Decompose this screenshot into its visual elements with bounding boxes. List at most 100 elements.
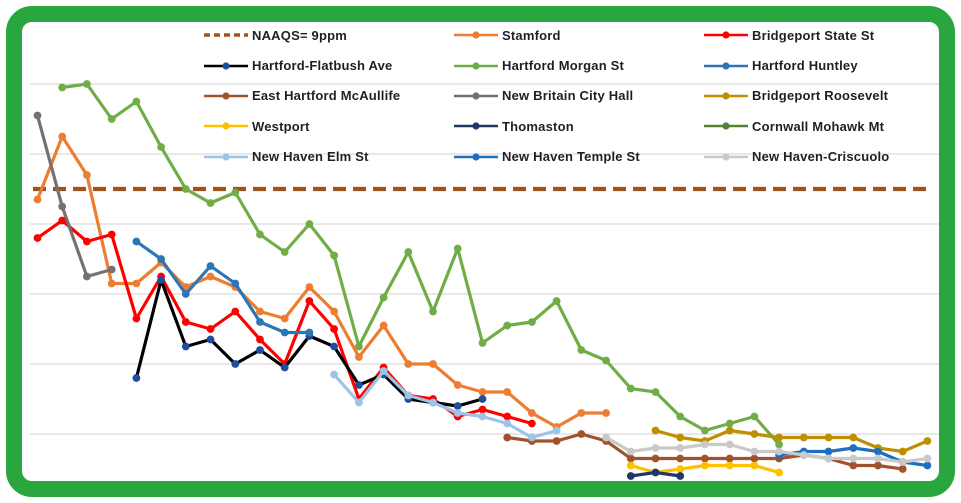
data-point-hartford-morgan-st [453, 244, 462, 253]
legend-item-bridgeport-state-st: Bridgeport State St [703, 29, 953, 42]
legend-label: Westport [252, 118, 310, 134]
series-stamford [33, 132, 610, 431]
data-point-stamford [58, 132, 67, 141]
data-point-stamford [429, 360, 437, 368]
data-point-bridgeport-roosevelt [676, 433, 685, 442]
data-point-new-haven-criscuolo [701, 440, 709, 449]
data-point-hartford-morgan-st [528, 318, 536, 326]
data-point-new-haven-elm-st [330, 370, 338, 379]
data-point-stamford [280, 314, 289, 323]
legend-item-east-hartford-mcaullife: East Hartford McAullife [203, 89, 453, 102]
data-point-new-haven-criscuolo [799, 451, 808, 459]
data-point-hartford-flatbush-ave [206, 335, 215, 344]
data-point-new-haven-elm-st [429, 398, 437, 407]
legend-label: New Britain City Hall [502, 88, 634, 104]
data-point-east-hartford-mcaullife [874, 461, 882, 470]
data-point-bridgeport-roosevelt [923, 437, 932, 445]
legend-item-new-britain-city-hall: New Britain City Hall [453, 89, 703, 102]
data-point-bridgeport-state-st [107, 230, 116, 239]
data-point-stamford [33, 195, 42, 204]
legend-label: NAAQS= 9ppm [252, 27, 348, 43]
chart-legend: NAAQS= 9ppm Stamford Bridgeport State St Ha… [203, 20, 953, 172]
data-point-hartford-flatbush-ave [355, 381, 363, 389]
data-point-hartford-flatbush-ave [231, 360, 240, 368]
data-point-east-hartford-mcaullife [750, 454, 759, 463]
data-point-westport [626, 461, 635, 470]
data-point-hartford-morgan-st [404, 248, 413, 256]
legend-item-hartford-flatbush-ave: Hartford-Flatbush Ave [203, 59, 453, 72]
data-point-hartford-morgan-st [157, 143, 166, 151]
data-point-bridgeport-state-st [330, 325, 338, 333]
data-point-east-hartford-mcaullife [577, 430, 586, 438]
data-point-bridgeport-state-st [58, 216, 67, 225]
data-point-hartford-huntley [157, 255, 166, 263]
data-point-stamford [478, 388, 487, 396]
data-point-new-haven-criscuolo [750, 447, 759, 456]
legend-swatch-hartford-huntley [704, 61, 748, 70]
data-point-hartford-morgan-st [206, 199, 215, 207]
series-line-new-britain-city-hall [35, 113, 114, 279]
data-point-east-hartford-mcaullife [651, 454, 660, 463]
data-point-hartford-huntley [181, 290, 190, 298]
legend-item-hartford-morgan-st: Hartford Morgan St [453, 59, 703, 72]
data-point-hartford-morgan-st [478, 339, 487, 347]
series-line-hartford-morgan-st [60, 82, 781, 447]
data-point-bridgeport-state-st [33, 234, 42, 242]
data-point-hartford-morgan-st [503, 321, 512, 330]
data-point-hartford-morgan-st [602, 356, 610, 365]
data-point-new-haven-criscuolo [626, 447, 635, 456]
data-point-east-hartford-mcaullife [676, 454, 685, 463]
data-point-bridgeport-roosevelt [824, 433, 833, 442]
legend-swatch-westport [204, 122, 248, 130]
data-point-hartford-huntley [132, 237, 141, 246]
data-point-thomaston [651, 468, 660, 477]
data-point-new-haven-elm-st [503, 419, 512, 428]
data-point-hartford-morgan-st [651, 388, 660, 396]
data-point-new-haven-elm-st [453, 409, 462, 417]
data-point-bridgeport-roosevelt [725, 426, 734, 435]
data-point-stamford [83, 171, 91, 179]
series-line-stamford [35, 134, 608, 429]
data-point-bridgeport-state-st [478, 405, 487, 414]
data-point-east-hartford-mcaullife [626, 454, 635, 463]
series-hartford-morgan-st [58, 80, 783, 449]
data-point-new-haven-elm-st [552, 426, 561, 435]
data-point-new-haven-criscuolo [725, 440, 734, 449]
data-point-new-haven-criscuolo [898, 458, 907, 466]
data-point-stamford [602, 409, 610, 417]
data-point-bridgeport-roosevelt [849, 433, 858, 442]
legend-item-new-haven-temple-st: New Haven Temple St [453, 150, 703, 163]
data-point-stamford [132, 279, 141, 288]
data-point-new-haven-elm-st [404, 391, 413, 400]
legend-swatch-new-haven-temple-st [454, 153, 498, 161]
legend-swatch-bridgeport-state-st [704, 31, 748, 39]
data-point-bridgeport-state-st [305, 297, 314, 305]
series-line-hartford-huntley [134, 239, 311, 335]
data-point-hartford-morgan-st [750, 412, 759, 421]
data-point-hartford-morgan-st [355, 342, 363, 351]
data-point-new-britain-city-hall [33, 111, 42, 120]
series-new-haven-criscuolo [602, 433, 932, 466]
legend-label: Hartford Huntley [752, 58, 858, 74]
data-point-hartford-huntley [231, 279, 240, 288]
series-new-britain-city-hall [33, 111, 116, 281]
data-point-hartford-morgan-st [58, 83, 67, 92]
legend-item-bridgeport-roosevelt: Bridgeport Roosevelt [703, 89, 953, 102]
series-new-haven-elm-st [330, 367, 561, 442]
legend-label: Hartford-Flatbush Ave [252, 58, 393, 74]
data-point-hartford-flatbush-ave [453, 402, 462, 410]
legend-label: East Hartford McAullife [252, 88, 401, 104]
series-line-bridgeport-roosevelt [653, 428, 930, 454]
data-point-hartford-morgan-st [256, 230, 264, 239]
gridlines [30, 83, 939, 435]
data-point-new-haven-elm-st [379, 367, 388, 375]
data-point-stamford [206, 272, 215, 281]
legend-label: Hartford Morgan St [502, 58, 625, 74]
data-point-hartford-flatbush-ave [478, 395, 487, 403]
data-point-bridgeport-state-st [132, 314, 141, 323]
data-point-hartford-morgan-st [379, 293, 388, 302]
data-point-hartford-flatbush-ave [330, 342, 338, 351]
legend-item-naaqs-9ppm: NAAQS= 9ppm [203, 29, 453, 42]
data-point-thomaston [676, 472, 685, 480]
